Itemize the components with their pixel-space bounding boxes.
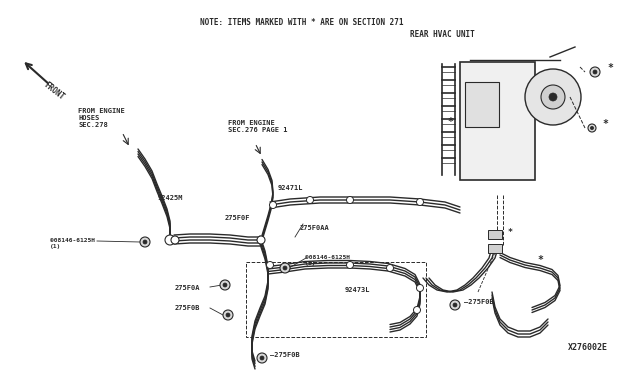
- Text: 92471L: 92471L: [278, 185, 303, 191]
- Circle shape: [269, 202, 276, 208]
- Circle shape: [346, 196, 353, 203]
- Text: *: *: [508, 228, 513, 237]
- Circle shape: [260, 356, 264, 360]
- Text: 92473L: 92473L: [345, 287, 371, 293]
- Circle shape: [223, 283, 227, 287]
- Circle shape: [387, 264, 394, 272]
- Circle shape: [226, 313, 230, 317]
- Text: 275F0AA: 275F0AA: [300, 225, 330, 231]
- Circle shape: [143, 240, 147, 244]
- Circle shape: [283, 266, 287, 270]
- Bar: [465, 82, 499, 127]
- Text: *: *: [602, 119, 608, 129]
- Text: 92425M: 92425M: [158, 195, 184, 201]
- Circle shape: [593, 70, 597, 74]
- Circle shape: [417, 285, 424, 292]
- Circle shape: [257, 236, 265, 244]
- Circle shape: [590, 67, 600, 77]
- Text: FROM ENGINE
SEC.276 PAGE 1: FROM ENGINE SEC.276 PAGE 1: [228, 120, 287, 133]
- Circle shape: [590, 126, 593, 129]
- Text: ®08146-6125H
(1): ®08146-6125H (1): [50, 238, 95, 249]
- Circle shape: [541, 85, 565, 109]
- Circle shape: [453, 303, 457, 307]
- Circle shape: [140, 237, 150, 247]
- Circle shape: [220, 280, 230, 290]
- Text: ―275F0B: ―275F0B: [270, 352, 300, 358]
- Circle shape: [346, 262, 353, 269]
- Text: *: *: [537, 255, 543, 265]
- Bar: [488, 230, 502, 239]
- Text: 275F0B: 275F0B: [175, 305, 200, 311]
- Circle shape: [223, 310, 233, 320]
- Circle shape: [171, 236, 179, 244]
- Circle shape: [525, 69, 581, 125]
- Text: *: *: [607, 63, 613, 73]
- Text: ®08146-6125H
(1): ®08146-6125H (1): [305, 255, 350, 266]
- Circle shape: [307, 196, 314, 203]
- Circle shape: [413, 307, 420, 314]
- Text: NOTE: ITEMS MARKED WITH * ARE ON SECTION 271: NOTE: ITEMS MARKED WITH * ARE ON SECTION…: [200, 18, 403, 27]
- Circle shape: [165, 235, 175, 245]
- Circle shape: [450, 300, 460, 310]
- Bar: [488, 244, 502, 253]
- Circle shape: [257, 353, 267, 363]
- Circle shape: [588, 124, 596, 132]
- Text: X276002E: X276002E: [568, 343, 608, 352]
- Circle shape: [549, 93, 557, 101]
- Text: 275F0F: 275F0F: [225, 215, 250, 221]
- Text: ―275F0B: ―275F0B: [464, 299, 493, 305]
- Text: 275F0A: 275F0A: [175, 285, 200, 291]
- Circle shape: [417, 199, 424, 205]
- Circle shape: [266, 262, 273, 269]
- Text: *: *: [447, 117, 453, 127]
- Bar: [246, 262, 426, 337]
- Text: FROM ENGINE
HOSES
SEC.278: FROM ENGINE HOSES SEC.278: [78, 108, 125, 128]
- Text: FRONT: FRONT: [42, 80, 66, 101]
- Circle shape: [280, 263, 290, 273]
- Bar: [460, 62, 535, 180]
- Text: REAR HVAC UNIT: REAR HVAC UNIT: [410, 30, 475, 39]
